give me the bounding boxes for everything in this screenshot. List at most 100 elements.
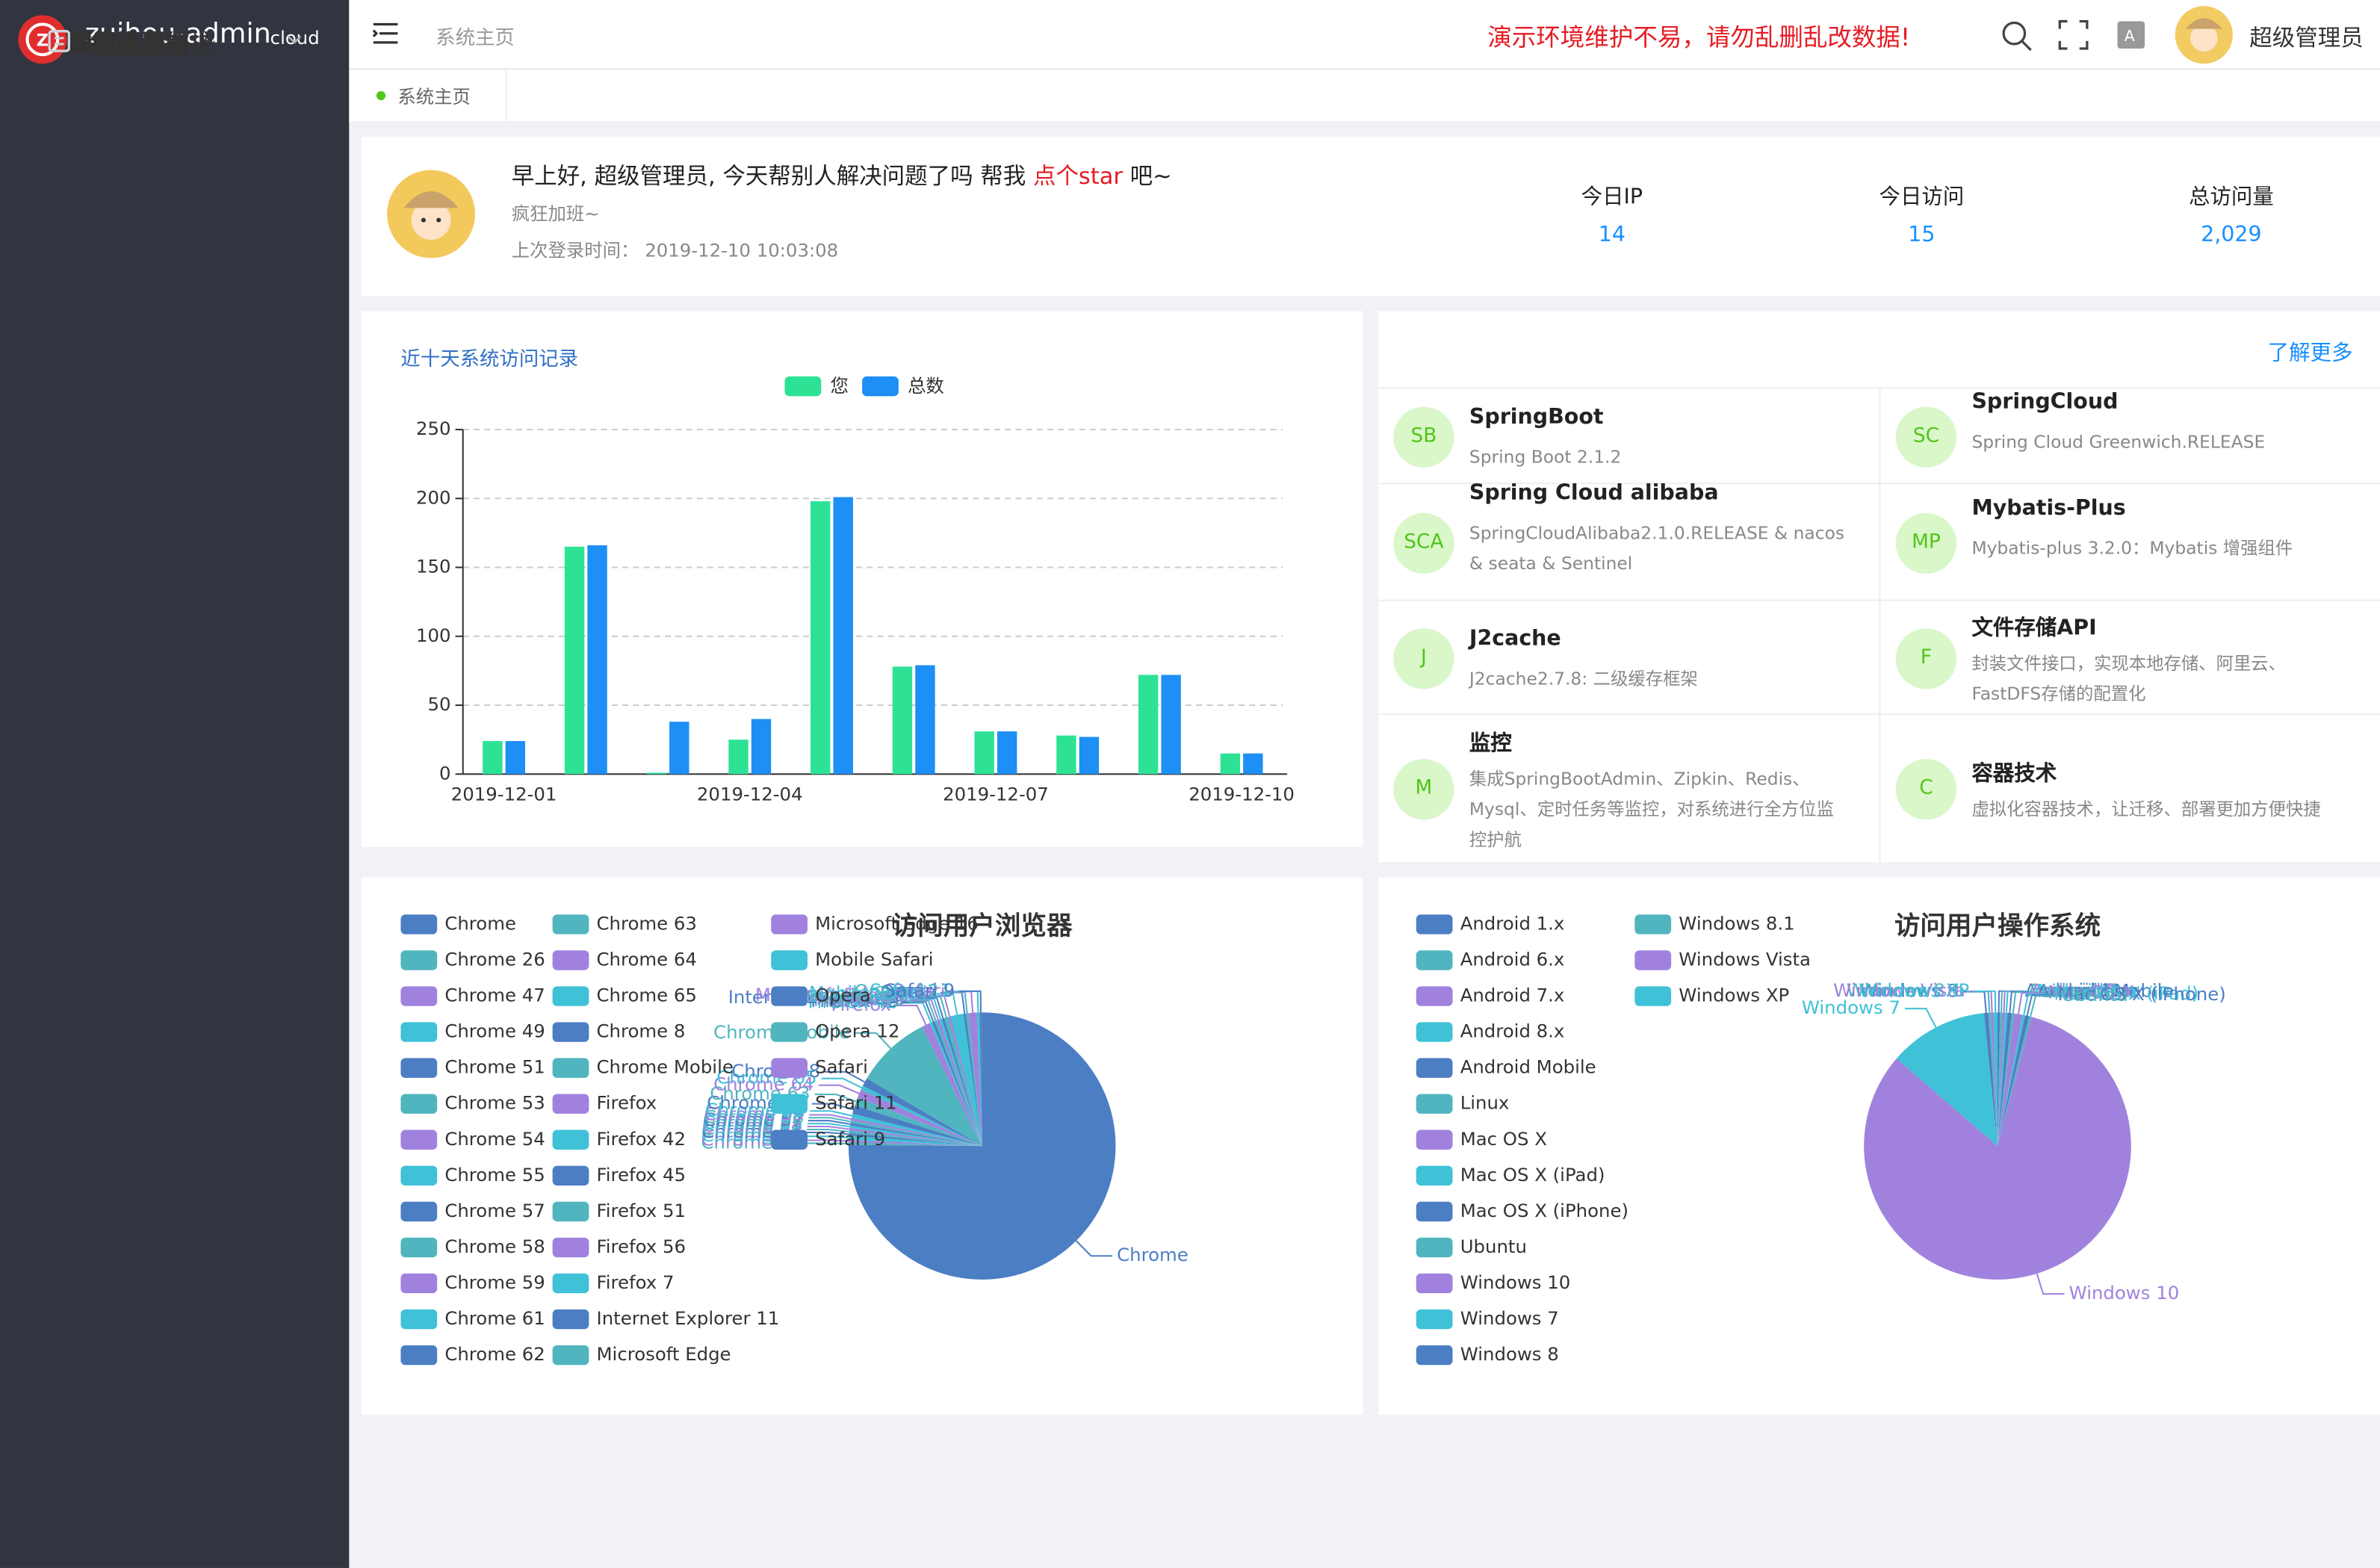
bar (1138, 675, 1158, 774)
legend-swatch (1634, 914, 1671, 934)
y-tick-label: 100 (416, 625, 451, 646)
legend-label: Chrome 26 (444, 948, 545, 970)
bar (587, 545, 607, 774)
legend-label: Android 6.x (1460, 948, 1565, 970)
bar (565, 547, 584, 774)
legend-swatch (553, 1238, 589, 1257)
legend-label: Chrome 57 (444, 1200, 545, 1221)
legend-swatch (553, 1202, 589, 1221)
slice-label: Chrome (1117, 1244, 1189, 1265)
legend-label: Firefox 51 (597, 1200, 686, 1221)
bar (728, 740, 748, 774)
chart-title: 近十天系统访问记录 (400, 347, 578, 371)
legend-swatch (553, 1166, 589, 1186)
slice-label: Safari 9 (884, 979, 955, 1001)
legend-swatch (1416, 914, 1453, 934)
bar (1161, 675, 1180, 774)
legend-swatch (1416, 1022, 1453, 1041)
bar (893, 666, 912, 774)
legend-swatch (400, 1166, 437, 1186)
legend-label: Opera (815, 985, 871, 1006)
legend-swatch (400, 1345, 437, 1365)
legend-label: Linux (1460, 1092, 1510, 1114)
label-line (1076, 1241, 1112, 1256)
legend-label: Chrome 58 (444, 1236, 545, 1257)
legend-swatch (1416, 1202, 1453, 1221)
legend-swatch (400, 1022, 437, 1041)
slice-label: Windows XP (1859, 979, 1969, 1001)
legend-swatch (400, 1238, 437, 1257)
x-tick-label: 2019-12-04 (697, 784, 803, 805)
legend-label: Chrome 63 (597, 912, 697, 934)
legend-label: Chrome (444, 912, 516, 934)
legend-swatch (771, 1130, 808, 1150)
legend-label: Android Mobile (1460, 1056, 1596, 1078)
label-line (1905, 1008, 1936, 1027)
legend-swatch (553, 986, 589, 1005)
legend-label: Chrome 54 (444, 1128, 545, 1150)
bar (997, 731, 1017, 774)
legend-label: 总数 (908, 375, 944, 397)
legend-label: Safari (815, 1056, 868, 1078)
x-tick-label: 2019-12-10 (1189, 784, 1295, 805)
legend-swatch (553, 914, 589, 934)
legend-label: Firefox 7 (597, 1271, 675, 1293)
legend-label: Android 8.x (1460, 1020, 1565, 1042)
bar (1243, 754, 1262, 775)
legend-label: Windows XP (1679, 985, 1789, 1006)
legend-swatch (400, 1274, 437, 1293)
legend-swatch (1416, 950, 1453, 970)
legend-swatch (1416, 1166, 1453, 1186)
y-tick-label: 50 (427, 693, 450, 715)
bar (915, 666, 935, 775)
y-tick-label: 0 (439, 762, 451, 784)
legend-label: Ubuntu (1460, 1236, 1527, 1257)
legend-label: Chrome 64 (597, 948, 697, 970)
legend-label: Mobile Safari (815, 948, 933, 970)
legend-swatch (400, 1058, 437, 1077)
legend-swatch (553, 1130, 589, 1150)
legend-label: Microsoft Edge (597, 1343, 731, 1365)
legend-label: Chrome 65 (597, 985, 697, 1006)
legend-label: Internet Explorer 11 (597, 1307, 780, 1329)
legend-label: Windows 10 (1460, 1271, 1571, 1293)
bar (669, 722, 689, 774)
legend-label: Windows 7 (1460, 1307, 1559, 1329)
legend-label: Windows 8 (1460, 1343, 1559, 1365)
label-line (2037, 1274, 2065, 1294)
x-tick-label: 2019-12-07 (943, 784, 1049, 805)
legend-label: Opera 12 (815, 1020, 899, 1042)
legend-label: Chrome 51 (444, 1056, 545, 1078)
legend-swatch (771, 914, 808, 934)
legend-swatch (771, 950, 808, 970)
legend-label: Safari 9 (815, 1128, 885, 1150)
bar (1079, 737, 1099, 774)
legend-swatch (771, 1022, 808, 1041)
legend-swatch (771, 986, 808, 1005)
legend-label: Chrome Mobile (597, 1056, 734, 1078)
chart-title: 访问用户浏览器 (892, 911, 1073, 941)
x-tick-label: 2019-12-01 (451, 784, 557, 805)
y-tick-label: 200 (416, 486, 451, 508)
legend-swatch (1634, 986, 1671, 1005)
legend-swatch (1416, 986, 1453, 1005)
legend-swatch (553, 1094, 589, 1113)
legend-swatch (1416, 1274, 1453, 1293)
legend-label: Firefox (597, 1092, 657, 1114)
bar (1056, 736, 1076, 775)
legend-label: Mac OS X (iPad) (1460, 1164, 1605, 1186)
legend-swatch (400, 1310, 437, 1329)
legend-label: 您 (830, 375, 848, 397)
legend-swatch (553, 1345, 589, 1365)
legend-swatch (400, 914, 437, 934)
legend-swatch (1416, 1345, 1453, 1365)
legend-swatch (553, 1310, 589, 1329)
legend-swatch (1416, 1238, 1453, 1257)
legend-swatch (553, 1022, 589, 1041)
legend-label: Windows Vista (1679, 948, 1811, 970)
legend-label: Chrome 59 (444, 1271, 545, 1293)
legend-swatch (553, 950, 589, 970)
legend-label: Chrome 49 (444, 1020, 545, 1042)
